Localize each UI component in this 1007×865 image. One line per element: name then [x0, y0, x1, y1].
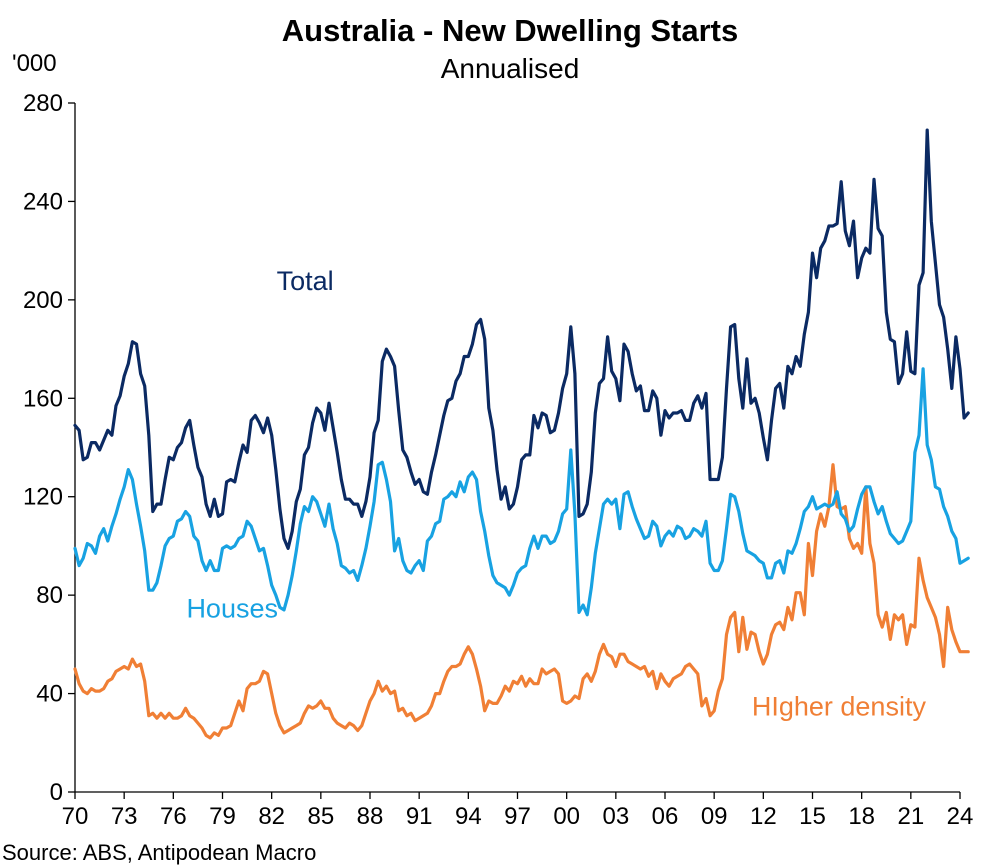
x-tick-label: 91 [406, 803, 433, 830]
x-tick-label: 73 [111, 803, 138, 830]
series-label-total: Total [277, 266, 334, 296]
y-tick-label: 0 [50, 779, 63, 806]
axes [74, 103, 960, 793]
series-line-total [73, 128, 970, 550]
x-tick-label: 79 [209, 803, 236, 830]
x-tick-label: 00 [553, 803, 580, 830]
x-tick-label: 06 [652, 803, 679, 830]
source-note: Source: ABS, Antipodean Macro [2, 840, 316, 865]
x-tick-label: 15 [799, 803, 826, 830]
x-tick-label: 24 [947, 803, 974, 830]
x-tick-label: 03 [602, 803, 629, 830]
series-labels: Total Houses HIgher density [186, 266, 926, 722]
series-line-higher-density [73, 463, 970, 740]
y-tick-label: 280 [23, 90, 63, 117]
x-tick-label: 76 [160, 803, 187, 830]
y-tick-label: 40 [36, 681, 63, 708]
y-tick-label: 160 [23, 385, 63, 412]
series-label-houses: Houses [186, 593, 278, 623]
x-tick-label: 70 [62, 803, 89, 830]
y-tick-label: 200 [23, 287, 63, 314]
series-lines [73, 128, 970, 740]
chart-subtitle: Annualised [441, 53, 580, 84]
y-tick-label: 240 [23, 188, 63, 215]
y-tick-label: 120 [23, 484, 63, 511]
x-tick-label: 85 [307, 803, 334, 830]
x-tick-label: 88 [357, 803, 384, 830]
x-tick-label: 09 [701, 803, 728, 830]
y-ticks: 0 40 80 120 160 200 240 280 [23, 90, 75, 806]
x-tick-label: 94 [455, 803, 482, 830]
x-tick-label: 18 [848, 803, 875, 830]
chart-title: Australia - New Dwelling Starts [282, 13, 739, 48]
x-tick-label: 97 [504, 803, 531, 830]
x-tick-label: 82 [258, 803, 285, 830]
series-line-houses [73, 367, 970, 617]
series-label-higher-density: HIgher density [752, 692, 927, 722]
x-tick-label: 21 [897, 803, 924, 830]
y-axis-unit-label: '000 [12, 50, 57, 77]
x-tick-label: 12 [750, 803, 777, 830]
y-tick-label: 80 [36, 582, 63, 609]
x-ticks: 70 73 76 79 82 85 88 91 94 97 00 03 06 09 12 15 18 21 24 [62, 792, 974, 830]
